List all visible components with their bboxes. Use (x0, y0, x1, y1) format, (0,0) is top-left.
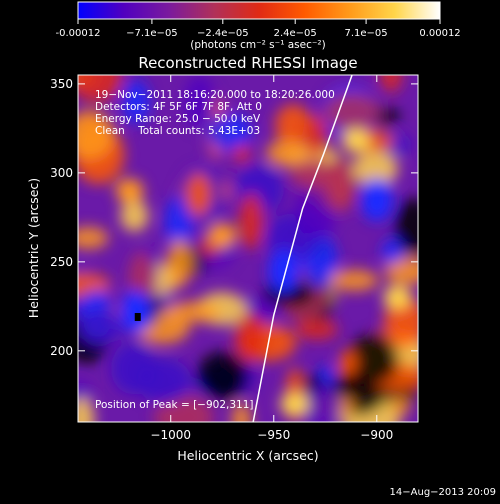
y-axis-label: Heliocentric Y (arcsec) (26, 178, 41, 318)
annotation-clean-counts: Clean Total counts: 5.43E+03 (95, 125, 260, 137)
y-tick-label: 300 (50, 166, 73, 180)
heatmap-image (78, 75, 418, 422)
colorbar-gradient (77, 1, 441, 20)
colorbar-units: (photons cm⁻² s⁻¹ asec⁻²) (190, 39, 325, 51)
x-tick-label: −950 (257, 428, 290, 442)
colorbar-ticks: -0.00012 −7.1e−05 −2.4e−05 2.4e−05 7.1e−05 0.… (56, 19, 461, 39)
colorbar-tick-label: −7.1e−05 (126, 28, 178, 39)
colorbar: -0.00012 −7.1e−05 −2.4e−05 2.4e−05 7.1e−05 0.… (56, 1, 461, 51)
y-tick-label: 250 (50, 255, 73, 269)
y-tick-label: 200 (50, 344, 73, 358)
x-axis-label: Heliocentric X (arcsec) (177, 448, 318, 463)
colorbar-tick-label: −2.4e−05 (197, 28, 249, 39)
solar-limb-line (252, 75, 353, 422)
observation-info: 19−Nov−2011 18:16:20.000 to 18:20:26.000… (95, 89, 335, 137)
chart-title: Reconstructed RHESSI Image (138, 54, 357, 72)
colorbar-tick-label: 7.1e−05 (345, 28, 388, 39)
peak-marker (134, 313, 141, 322)
colorbar-tick-label: -0.00012 (56, 28, 101, 39)
annotation-time-range: 19−Nov−2011 18:16:20.000 to 18:20:26.000 (95, 89, 335, 101)
y-tick-label: 350 (50, 77, 73, 91)
peak-position-label: Position of Peak = [−902,311] (95, 399, 254, 411)
x-tick-label: −900 (360, 428, 393, 442)
plot-frame (77, 74, 419, 423)
x-axis: −1000 −950 −900 (150, 75, 393, 442)
x-tick-label: −1000 (150, 428, 191, 442)
footer-timestamp: 14−Aug−2013 20:09 (390, 487, 496, 498)
annotation-energy-range: Energy Range: 25.0 − 50.0 keV (95, 113, 261, 125)
annotation-detectors: Detectors: 4F 5F 6F 7F 8F, Att 0 (95, 101, 262, 113)
colorbar-tick-label: 0.00012 (419, 28, 460, 39)
colorbar-tick-label: 2.4e−05 (274, 28, 317, 39)
y-axis: 200 250 300 350 (50, 77, 418, 358)
